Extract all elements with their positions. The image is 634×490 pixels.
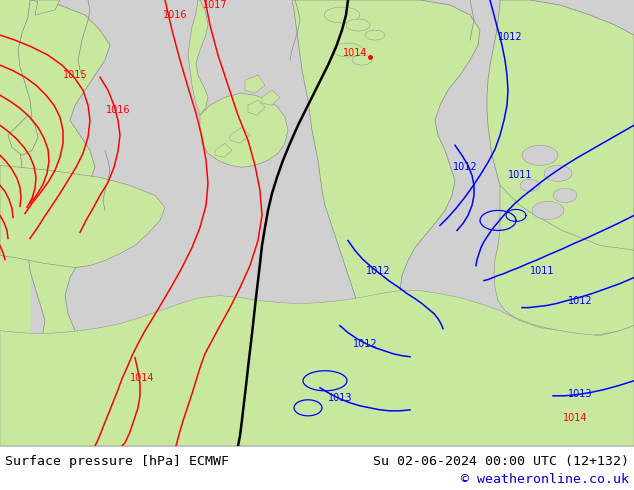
Polygon shape <box>544 165 572 181</box>
Text: 1012: 1012 <box>366 266 391 275</box>
Polygon shape <box>487 0 634 446</box>
Text: 1013: 1013 <box>568 389 592 399</box>
Text: 1013: 1013 <box>328 393 353 403</box>
Polygon shape <box>520 179 540 192</box>
Polygon shape <box>365 30 385 40</box>
Polygon shape <box>248 100 265 115</box>
Polygon shape <box>494 185 634 336</box>
Polygon shape <box>262 90 280 105</box>
Text: 1014: 1014 <box>130 373 154 383</box>
Text: 1015: 1015 <box>63 70 87 80</box>
Text: Surface pressure [hPa] ECMWF: Surface pressure [hPa] ECMWF <box>5 455 229 468</box>
Polygon shape <box>292 0 480 446</box>
Polygon shape <box>230 127 250 143</box>
Text: 1014: 1014 <box>343 48 367 58</box>
Polygon shape <box>553 188 577 202</box>
Polygon shape <box>18 0 110 446</box>
Text: Su 02-06-2024 00:00 UTC (12+132): Su 02-06-2024 00:00 UTC (12+132) <box>373 455 629 468</box>
Polygon shape <box>35 0 60 15</box>
Polygon shape <box>333 43 363 57</box>
Text: 1012: 1012 <box>498 32 522 42</box>
Polygon shape <box>352 55 372 65</box>
Text: 1014: 1014 <box>563 413 587 423</box>
Polygon shape <box>245 75 265 93</box>
Text: 1012: 1012 <box>453 162 477 172</box>
Text: 1017: 1017 <box>203 0 228 10</box>
Text: 1012: 1012 <box>567 295 592 306</box>
Polygon shape <box>0 291 634 446</box>
Text: 1011: 1011 <box>530 266 554 275</box>
Text: 1012: 1012 <box>353 339 377 349</box>
Polygon shape <box>0 0 634 446</box>
Polygon shape <box>0 446 634 490</box>
Polygon shape <box>0 165 165 268</box>
Polygon shape <box>200 93 288 168</box>
Text: 1016: 1016 <box>163 10 187 20</box>
Polygon shape <box>532 201 564 220</box>
Polygon shape <box>324 7 360 23</box>
Polygon shape <box>522 146 558 165</box>
Polygon shape <box>0 0 30 446</box>
Text: 1016: 1016 <box>106 105 130 115</box>
Polygon shape <box>215 143 232 157</box>
Text: 1011: 1011 <box>508 171 533 180</box>
Polygon shape <box>8 115 38 155</box>
Polygon shape <box>188 0 208 115</box>
Text: © weatheronline.co.uk: © weatheronline.co.uk <box>461 473 629 487</box>
Polygon shape <box>346 19 370 31</box>
